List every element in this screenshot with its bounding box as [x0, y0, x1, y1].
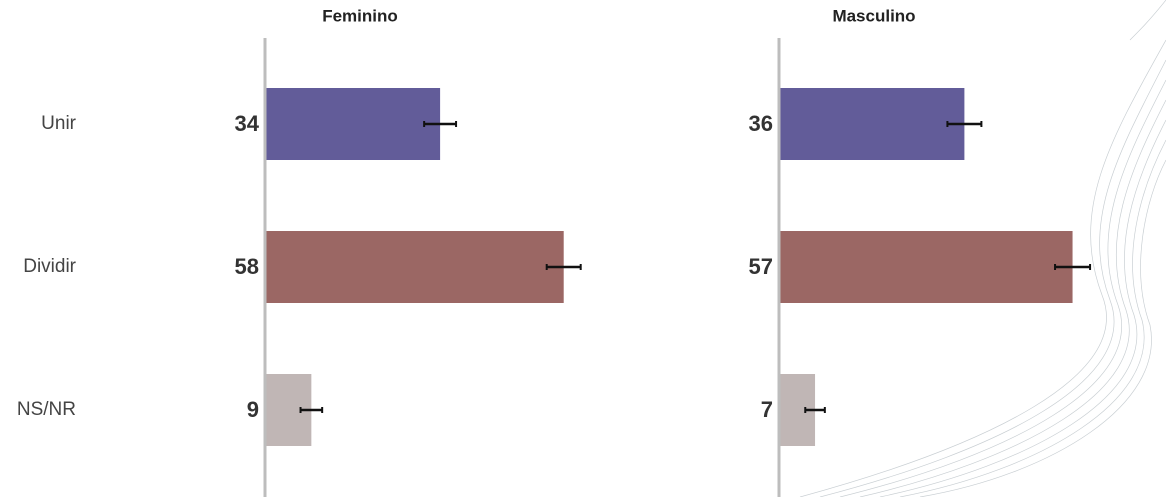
panel-title: Feminino: [322, 6, 398, 25]
decoration: [799, 0, 1166, 497]
bar: [779, 231, 1073, 303]
bar: [265, 231, 564, 303]
bar: [779, 88, 965, 160]
panel-title: Masculino: [832, 6, 915, 25]
value-label: 58: [235, 254, 259, 279]
value-label: 34: [235, 111, 260, 136]
category-label: Unir: [41, 113, 77, 134]
value-label: 7: [761, 397, 773, 422]
value-label: 36: [749, 111, 773, 136]
value-label: 57: [749, 254, 773, 279]
bar: [265, 88, 441, 160]
category-label: NS/NR: [17, 399, 76, 420]
category-label: Dividir: [23, 256, 76, 277]
value-label: 9: [247, 397, 259, 422]
